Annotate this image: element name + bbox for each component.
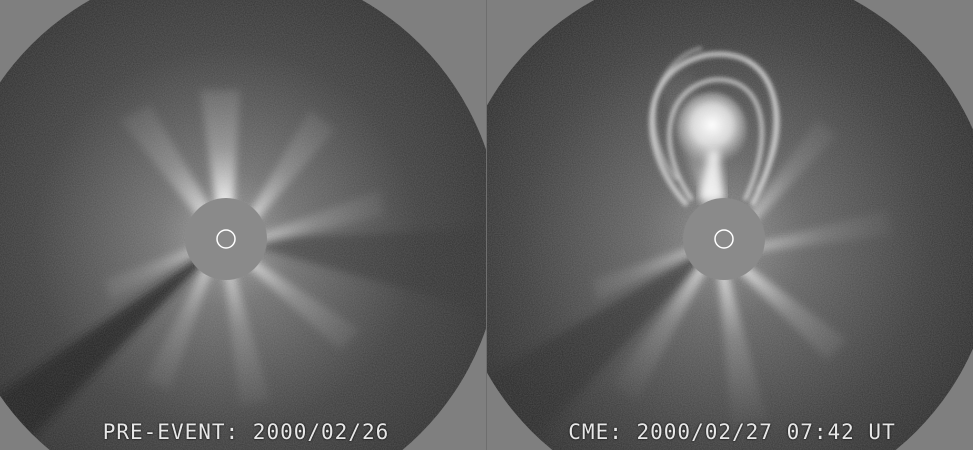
cme-coronagraph-image	[487, 0, 973, 450]
cme-caption: CME: 2000/02/27 07:42 UT	[568, 420, 896, 444]
pre-event-caption: PRE-EVENT: 2000/02/26	[102, 420, 390, 444]
pre-event-image-panel: PRE-EVENT: 2000/02/26	[0, 0, 486, 450]
panel-divider	[486, 0, 487, 450]
pre-event-coronagraph-image	[0, 0, 486, 450]
solar-limb-circle	[216, 229, 236, 249]
cme-image-panel: CME: 2000/02/27 07:42 UT	[487, 0, 973, 450]
solar-limb-circle	[714, 229, 734, 249]
occulter-disk	[185, 198, 267, 280]
occulter-disk	[683, 198, 765, 280]
